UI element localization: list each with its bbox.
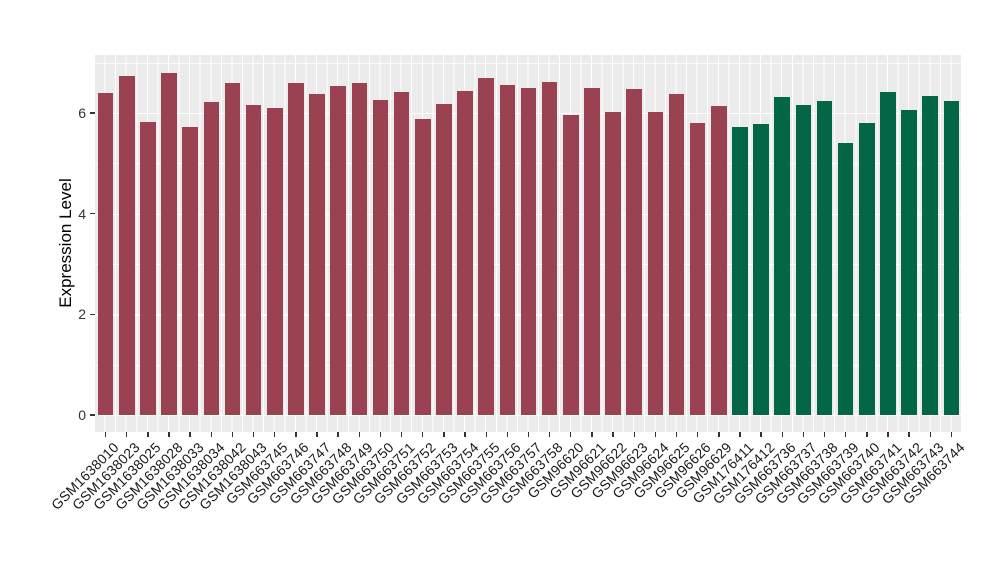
bar [943, 101, 960, 415]
x-tick-mark [274, 432, 276, 437]
x-tick-mark [950, 432, 953, 437]
x-tick-mark [866, 432, 868, 437]
x-tick-mark [844, 432, 847, 437]
x-tick-mark [739, 432, 741, 437]
x-tick-mark [231, 432, 234, 437]
x-tick-mark [337, 432, 339, 437]
bar [711, 105, 727, 415]
y-axis-title: Expression Level [56, 178, 75, 308]
bar [478, 78, 494, 415]
bar [584, 87, 600, 415]
y-tick-label: 4 [78, 205, 86, 222]
x-tick-mark [527, 432, 530, 437]
bar [182, 126, 198, 415]
x-tick-mark [400, 432, 403, 437]
major-gridline [95, 415, 962, 417]
bar [140, 122, 156, 415]
x-tick-mark [126, 432, 128, 437]
y-tick-mark [90, 112, 95, 114]
x-tick-mark [760, 432, 762, 437]
bar [859, 123, 875, 415]
x-tick-mark [443, 432, 445, 437]
bar [203, 101, 220, 415]
y-tick-label: 6 [78, 104, 86, 121]
bar [118, 76, 135, 415]
y-tick-mark [90, 313, 95, 315]
x-tick-mark [591, 432, 593, 437]
bar [753, 124, 769, 415]
bar [520, 87, 537, 415]
x-tick-mark [147, 432, 149, 437]
x-tick-mark [252, 432, 255, 437]
bar [224, 82, 241, 415]
bar [351, 82, 368, 415]
x-tick-mark [189, 432, 191, 437]
bar [330, 85, 346, 415]
x-tick-mark [929, 432, 931, 437]
x-tick-mark [781, 432, 783, 437]
bar [266, 108, 283, 415]
x-tick-mark [823, 432, 826, 437]
bar [880, 91, 896, 415]
bar [393, 91, 410, 415]
x-tick-mark [718, 432, 720, 437]
bar [372, 100, 389, 415]
bar [562, 115, 579, 415]
x-tick-mark [358, 432, 361, 437]
x-tick-mark [612, 432, 614, 437]
bar [922, 96, 939, 415]
bar [457, 90, 473, 415]
y-tick-mark [90, 414, 95, 416]
x-tick-mark [295, 432, 297, 437]
x-tick-mark [633, 432, 635, 437]
minor-gridline [95, 62, 962, 64]
x-tick-mark [908, 432, 910, 437]
x-tick-mark [485, 432, 487, 437]
x-tick-mark [464, 432, 466, 437]
y-tick-label: 0 [78, 407, 86, 423]
bar [837, 142, 854, 415]
bar [161, 73, 177, 415]
bar [288, 82, 304, 415]
bar [647, 111, 664, 415]
x-tick-mark [316, 432, 318, 437]
x-tick-mark [696, 432, 699, 437]
x-tick-mark [654, 432, 657, 437]
bar [309, 94, 325, 415]
plot-panel [95, 55, 962, 432]
x-tick-mark [675, 432, 678, 437]
bar [245, 104, 262, 415]
x-tick-mark [379, 432, 382, 437]
x-tick-mark [210, 432, 212, 437]
bar [795, 104, 812, 415]
bar [732, 127, 748, 415]
bar [774, 97, 791, 415]
x-tick-mark [802, 432, 805, 437]
bar [414, 118, 431, 415]
x-tick-mark [570, 432, 572, 437]
bar [541, 82, 558, 415]
x-tick-mark [548, 432, 551, 437]
x-tick-mark [422, 432, 424, 437]
x-tick-mark [506, 432, 509, 437]
bar [816, 100, 833, 415]
bar [499, 84, 516, 415]
x-tick-mark [104, 432, 107, 437]
bar [689, 123, 706, 415]
bar [668, 93, 685, 415]
x-tick-mark [168, 432, 170, 437]
bar [626, 89, 643, 415]
x-tick-mark [887, 432, 889, 437]
bar [901, 109, 917, 415]
bar [436, 104, 452, 415]
y-tick-mark [90, 212, 95, 215]
y-tick-label: 2 [78, 306, 86, 323]
bar [605, 112, 621, 415]
bar [97, 92, 114, 415]
